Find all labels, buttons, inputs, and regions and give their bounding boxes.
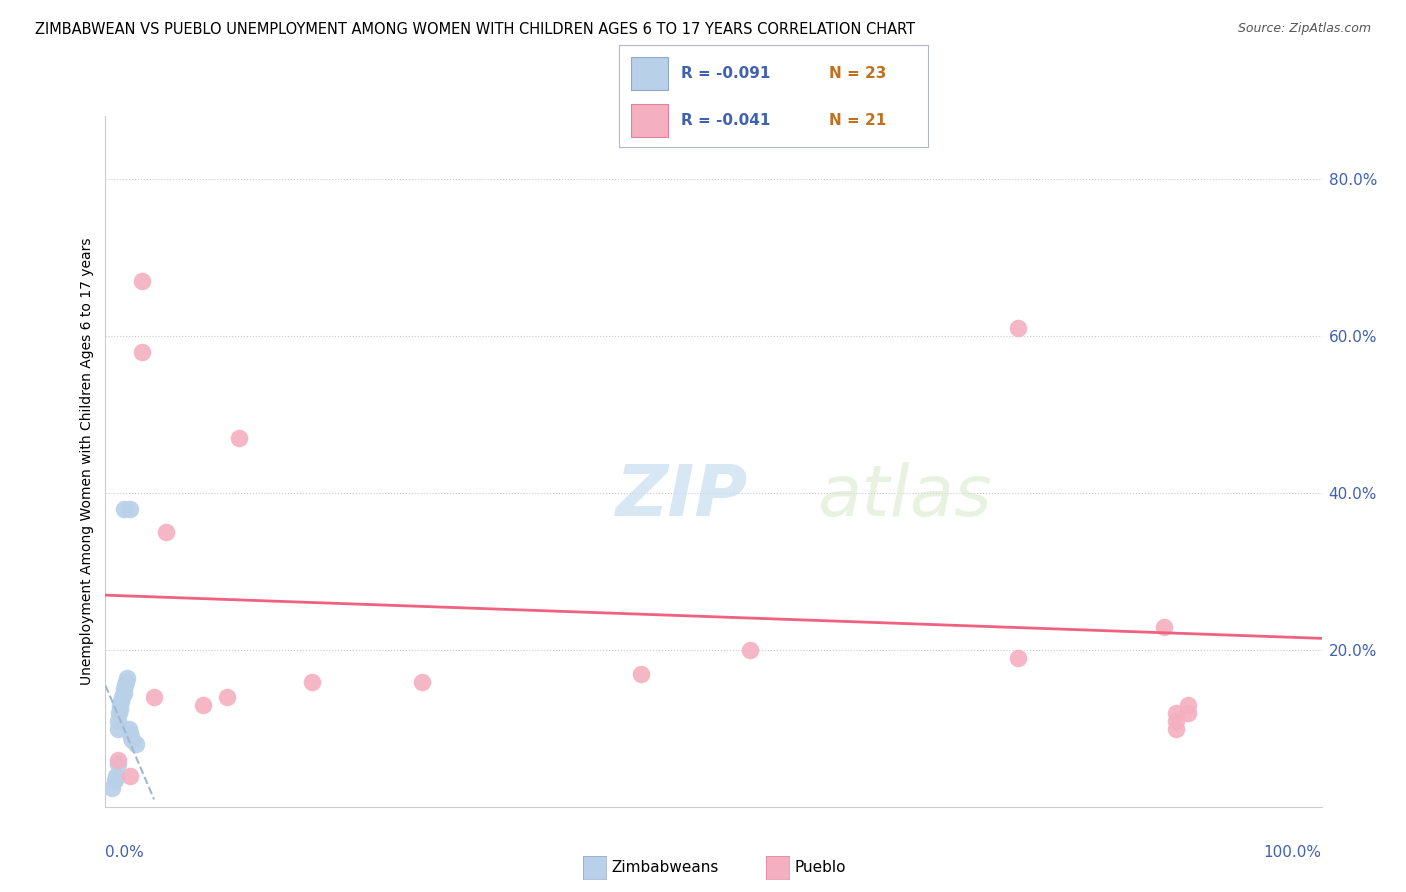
Point <box>1177 706 1199 720</box>
Y-axis label: Unemployment Among Women with Children Ages 6 to 17 years: Unemployment Among Women with Children A… <box>80 238 94 685</box>
Point <box>1164 714 1187 728</box>
Point <box>155 525 177 540</box>
Point <box>1007 651 1029 665</box>
Point <box>112 686 135 700</box>
Point <box>301 674 323 689</box>
Point <box>118 725 141 739</box>
Point <box>121 733 143 747</box>
Text: Source: ZipAtlas.com: Source: ZipAtlas.com <box>1237 22 1371 36</box>
Text: atlas: atlas <box>817 462 991 531</box>
Point <box>107 714 129 728</box>
Point <box>1164 722 1187 736</box>
Point <box>115 674 138 689</box>
Text: ZIMBABWEAN VS PUEBLO UNEMPLOYMENT AMONG WOMEN WITH CHILDREN AGES 6 TO 17 YEARS C: ZIMBABWEAN VS PUEBLO UNEMPLOYMENT AMONG … <box>35 22 915 37</box>
Text: 0.0%: 0.0% <box>105 846 145 860</box>
Point <box>112 501 135 516</box>
Point <box>738 643 761 657</box>
Point <box>1007 321 1029 335</box>
Text: N = 23: N = 23 <box>830 66 886 81</box>
Point <box>118 769 141 783</box>
Point <box>1153 619 1175 633</box>
Point <box>117 671 139 685</box>
Point <box>1164 706 1187 720</box>
Text: 100.0%: 100.0% <box>1264 846 1322 860</box>
Point <box>117 722 139 736</box>
Point <box>118 501 141 516</box>
Text: ZIP: ZIP <box>616 462 748 531</box>
Text: N = 21: N = 21 <box>830 113 886 128</box>
Point <box>125 738 148 752</box>
FancyBboxPatch shape <box>631 57 668 90</box>
Point <box>108 698 131 713</box>
Text: R = -0.041: R = -0.041 <box>681 113 770 128</box>
Point <box>630 666 652 681</box>
FancyBboxPatch shape <box>631 104 668 137</box>
Point <box>108 706 131 720</box>
Point <box>110 694 132 708</box>
Point <box>131 274 153 288</box>
Text: Zimbabweans: Zimbabweans <box>612 860 718 874</box>
Text: Pueblo: Pueblo <box>794 860 846 874</box>
Point <box>114 678 136 692</box>
Point <box>107 722 129 736</box>
Text: R = -0.091: R = -0.091 <box>681 66 770 81</box>
Point <box>100 780 122 795</box>
Point <box>143 690 166 705</box>
Point <box>112 682 135 697</box>
Point <box>411 674 433 689</box>
Point <box>104 772 127 787</box>
Point <box>217 690 239 705</box>
Point <box>107 757 129 772</box>
Point <box>191 698 214 713</box>
Point <box>111 690 134 705</box>
Point <box>228 431 250 445</box>
Point <box>120 730 142 744</box>
Point <box>107 753 129 767</box>
Point <box>105 769 128 783</box>
Point <box>1177 698 1199 713</box>
Point <box>131 344 153 359</box>
Point <box>108 702 131 716</box>
